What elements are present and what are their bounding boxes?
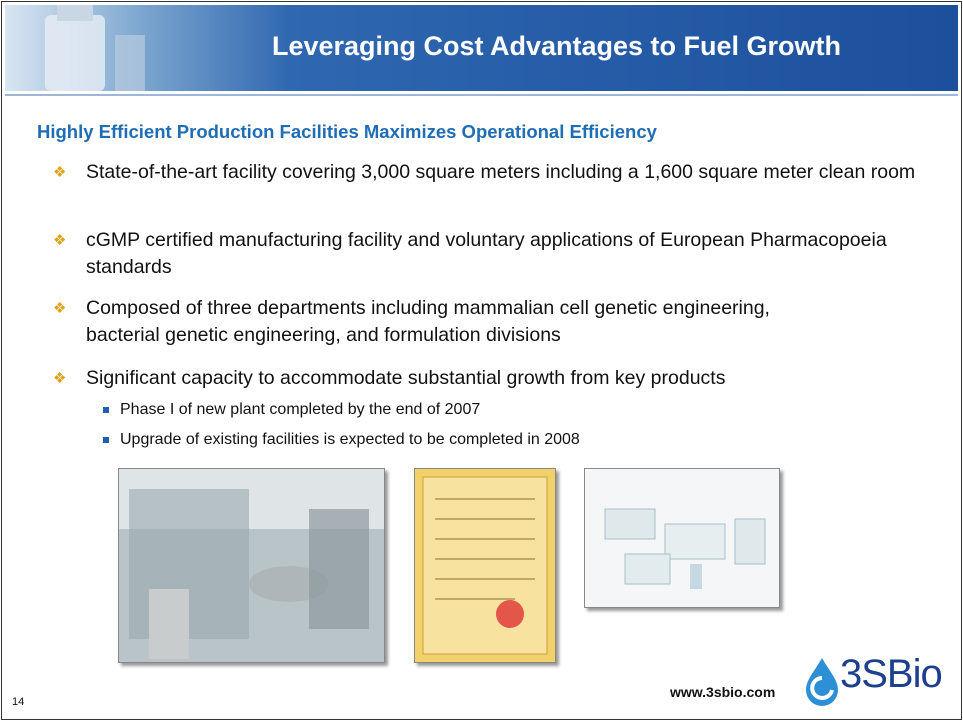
slide-title: Leveraging Cost Advantages to Fuel Growt… bbox=[155, 31, 958, 62]
bullet-icon: ❖ bbox=[53, 231, 66, 249]
logo-icon bbox=[802, 656, 842, 706]
bullet: State-of-the-art facility covering 3,000… bbox=[86, 159, 926, 186]
sub-bullet: Phase I of new plant completed by the en… bbox=[120, 401, 480, 419]
bullet-icon: ❖ bbox=[53, 163, 66, 181]
sub-bullet-icon bbox=[103, 437, 109, 443]
page-number: 14 bbox=[12, 696, 24, 708]
bullet: Composed of three departments including … bbox=[86, 295, 826, 349]
sub-bullet-icon bbox=[103, 407, 109, 413]
products-photo bbox=[584, 468, 780, 608]
bullet: cGMP certified manufacturing facility an… bbox=[86, 227, 926, 281]
sub-bullet: Upgrade of existing facilities is expect… bbox=[120, 431, 580, 449]
bullet-icon: ❖ bbox=[53, 299, 66, 317]
certificate-image bbox=[414, 468, 556, 663]
vial-graphic bbox=[5, 5, 155, 91]
logo-text: 3SBio bbox=[840, 652, 942, 697]
subtitle: Highly Efficient Production Facilities M… bbox=[37, 121, 657, 143]
slide: Leveraging Cost Advantages to Fuel Growt… bbox=[1, 1, 962, 720]
website-url: www.3sbio.com bbox=[670, 684, 775, 700]
header-band: Leveraging Cost Advantages to Fuel Growt… bbox=[5, 5, 958, 91]
bullet: Significant capacity to accommodate subs… bbox=[86, 365, 926, 392]
facility-photo bbox=[118, 468, 385, 663]
bullet-icon: ❖ bbox=[53, 369, 66, 387]
header-rule bbox=[5, 94, 958, 96]
